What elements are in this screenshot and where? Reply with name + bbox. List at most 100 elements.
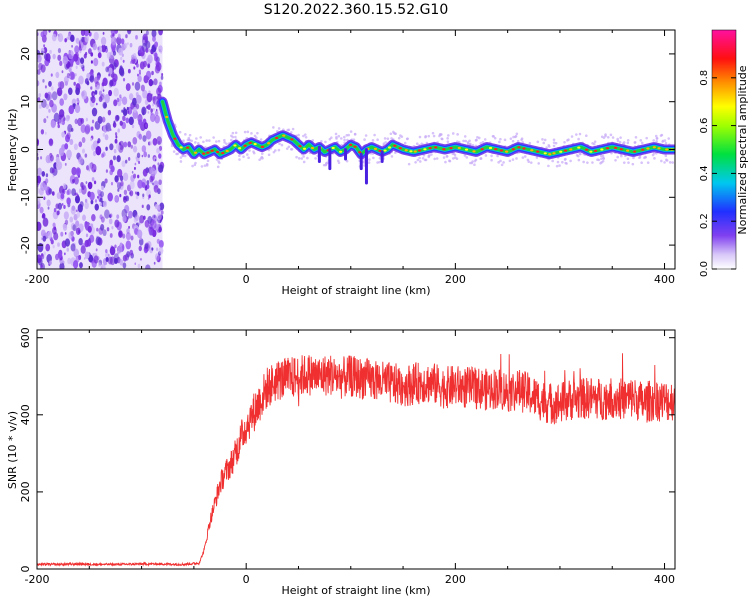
ridge-halo-point bbox=[347, 133, 350, 137]
noise-speckle bbox=[107, 253, 110, 257]
ridge-hot-core bbox=[543, 152, 547, 155]
ridge-halo-point bbox=[424, 135, 427, 139]
noise-speckle bbox=[122, 262, 127, 269]
ridge-halo-point bbox=[202, 140, 205, 144]
noise-speckle bbox=[37, 175, 42, 184]
ridge-hot-core bbox=[632, 150, 637, 153]
noise-speckle bbox=[152, 103, 155, 107]
noise-speckle bbox=[52, 168, 55, 173]
noise-speckle bbox=[84, 124, 91, 134]
noise-speckle bbox=[89, 75, 95, 83]
ridge-halo-point bbox=[653, 157, 656, 160]
ridge-halo-point bbox=[386, 137, 390, 141]
noise-speckle bbox=[64, 162, 67, 166]
ridge-hot-core bbox=[652, 146, 656, 149]
noise-speckle bbox=[91, 213, 96, 222]
ridge-halo-point bbox=[372, 156, 375, 160]
noise-speckle bbox=[80, 124, 86, 134]
colorbar-ticks: 0.0 0.2 0.4 0.6 0.8 bbox=[699, 70, 736, 277]
noise-speckle bbox=[99, 197, 103, 203]
ridge-halo-point bbox=[471, 160, 474, 163]
noise-speckle bbox=[40, 229, 46, 238]
ridge-hot-core bbox=[383, 149, 387, 152]
noise-speckle bbox=[37, 221, 42, 231]
noise-speckle bbox=[125, 232, 131, 241]
noise-speckle bbox=[48, 108, 51, 113]
snr-ytick-label: 0 bbox=[19, 566, 32, 573]
noise-speckle bbox=[154, 64, 161, 74]
ridge-halo-point bbox=[593, 140, 597, 144]
ridge-halo-point bbox=[508, 159, 512, 163]
noise-speckle bbox=[105, 252, 109, 259]
noise-speckle bbox=[130, 235, 134, 241]
noise-speckle bbox=[100, 85, 105, 92]
ridge-halo-point bbox=[230, 138, 233, 142]
noise-speckle bbox=[108, 73, 111, 77]
ridge-halo-point bbox=[503, 138, 507, 142]
snr-ylabel: SNR (10 * v/v) bbox=[6, 411, 19, 489]
ridge-halo-point bbox=[671, 161, 675, 164]
ridge-hot-core bbox=[358, 151, 362, 154]
ridge-halo-point bbox=[394, 151, 397, 154]
ridge-halo-point bbox=[297, 157, 301, 160]
noise-speckle bbox=[50, 73, 53, 77]
noise-speckle bbox=[68, 231, 74, 240]
noise-speckle bbox=[119, 259, 124, 266]
ridge-hot-core bbox=[165, 115, 169, 119]
noise-speckle bbox=[142, 168, 148, 177]
noise-speckle bbox=[134, 162, 137, 166]
ridge-hot-core bbox=[173, 137, 177, 140]
ridge-halo-point bbox=[442, 156, 446, 159]
noise-speckle bbox=[45, 53, 51, 62]
ridge-hot-core bbox=[530, 149, 534, 152]
ridge-halo-point bbox=[631, 162, 635, 166]
ridge-halo-point bbox=[178, 130, 182, 134]
noise-speckle bbox=[156, 147, 160, 154]
ridge-halo-point bbox=[212, 136, 215, 139]
ridge-halo-point bbox=[225, 142, 228, 146]
ridge-halo-point bbox=[627, 161, 630, 164]
ridge-halo-point bbox=[223, 138, 226, 142]
noise-speckle bbox=[109, 233, 113, 238]
noise-speckle bbox=[75, 220, 80, 228]
noise-speckle bbox=[97, 189, 100, 194]
noise-speckle bbox=[126, 106, 129, 111]
noise-speckle bbox=[119, 193, 122, 198]
noise-speckle bbox=[132, 97, 137, 106]
ridge-halo-point bbox=[569, 159, 572, 163]
noise-speckle bbox=[37, 187, 40, 195]
noise-speckle bbox=[115, 135, 118, 139]
noise-speckle bbox=[37, 69, 41, 75]
ridge-hot-core bbox=[193, 151, 198, 154]
ridge-halo-point bbox=[259, 138, 263, 141]
noise-speckle bbox=[57, 124, 60, 129]
ridge-halo-point bbox=[223, 141, 226, 144]
noise-speckle bbox=[90, 60, 93, 64]
ridge-halo-point bbox=[256, 131, 259, 135]
ridge-halo-point bbox=[179, 160, 183, 163]
noise-speckle bbox=[95, 236, 101, 246]
noise-speckle bbox=[137, 45, 143, 54]
noise-speckle bbox=[119, 142, 122, 146]
noise-speckle bbox=[119, 94, 122, 99]
noise-speckle bbox=[136, 63, 139, 68]
noise-speckle bbox=[75, 192, 78, 196]
ridge-hot-core bbox=[393, 144, 397, 147]
noise-speckle bbox=[84, 221, 89, 228]
noise-speckle bbox=[130, 60, 133, 64]
snr-frame bbox=[36, 329, 676, 570]
ridge-halo-point bbox=[287, 145, 291, 149]
ridge-halo-point bbox=[660, 133, 664, 137]
noise-speckle bbox=[37, 147, 41, 153]
noise-speckle bbox=[74, 195, 80, 204]
noise-speckle bbox=[70, 205, 77, 215]
noise-speckle bbox=[110, 181, 114, 186]
spectrogram-xtick-label: 400 bbox=[654, 273, 675, 286]
noise-speckle bbox=[148, 48, 151, 53]
noise-speckle bbox=[144, 219, 150, 228]
ridge-halo-point bbox=[591, 161, 594, 164]
ridge-halo-point bbox=[499, 159, 502, 163]
ridge-halo-point bbox=[349, 130, 353, 133]
ridge-halo-point bbox=[205, 139, 208, 142]
noise-speckle bbox=[75, 87, 80, 96]
